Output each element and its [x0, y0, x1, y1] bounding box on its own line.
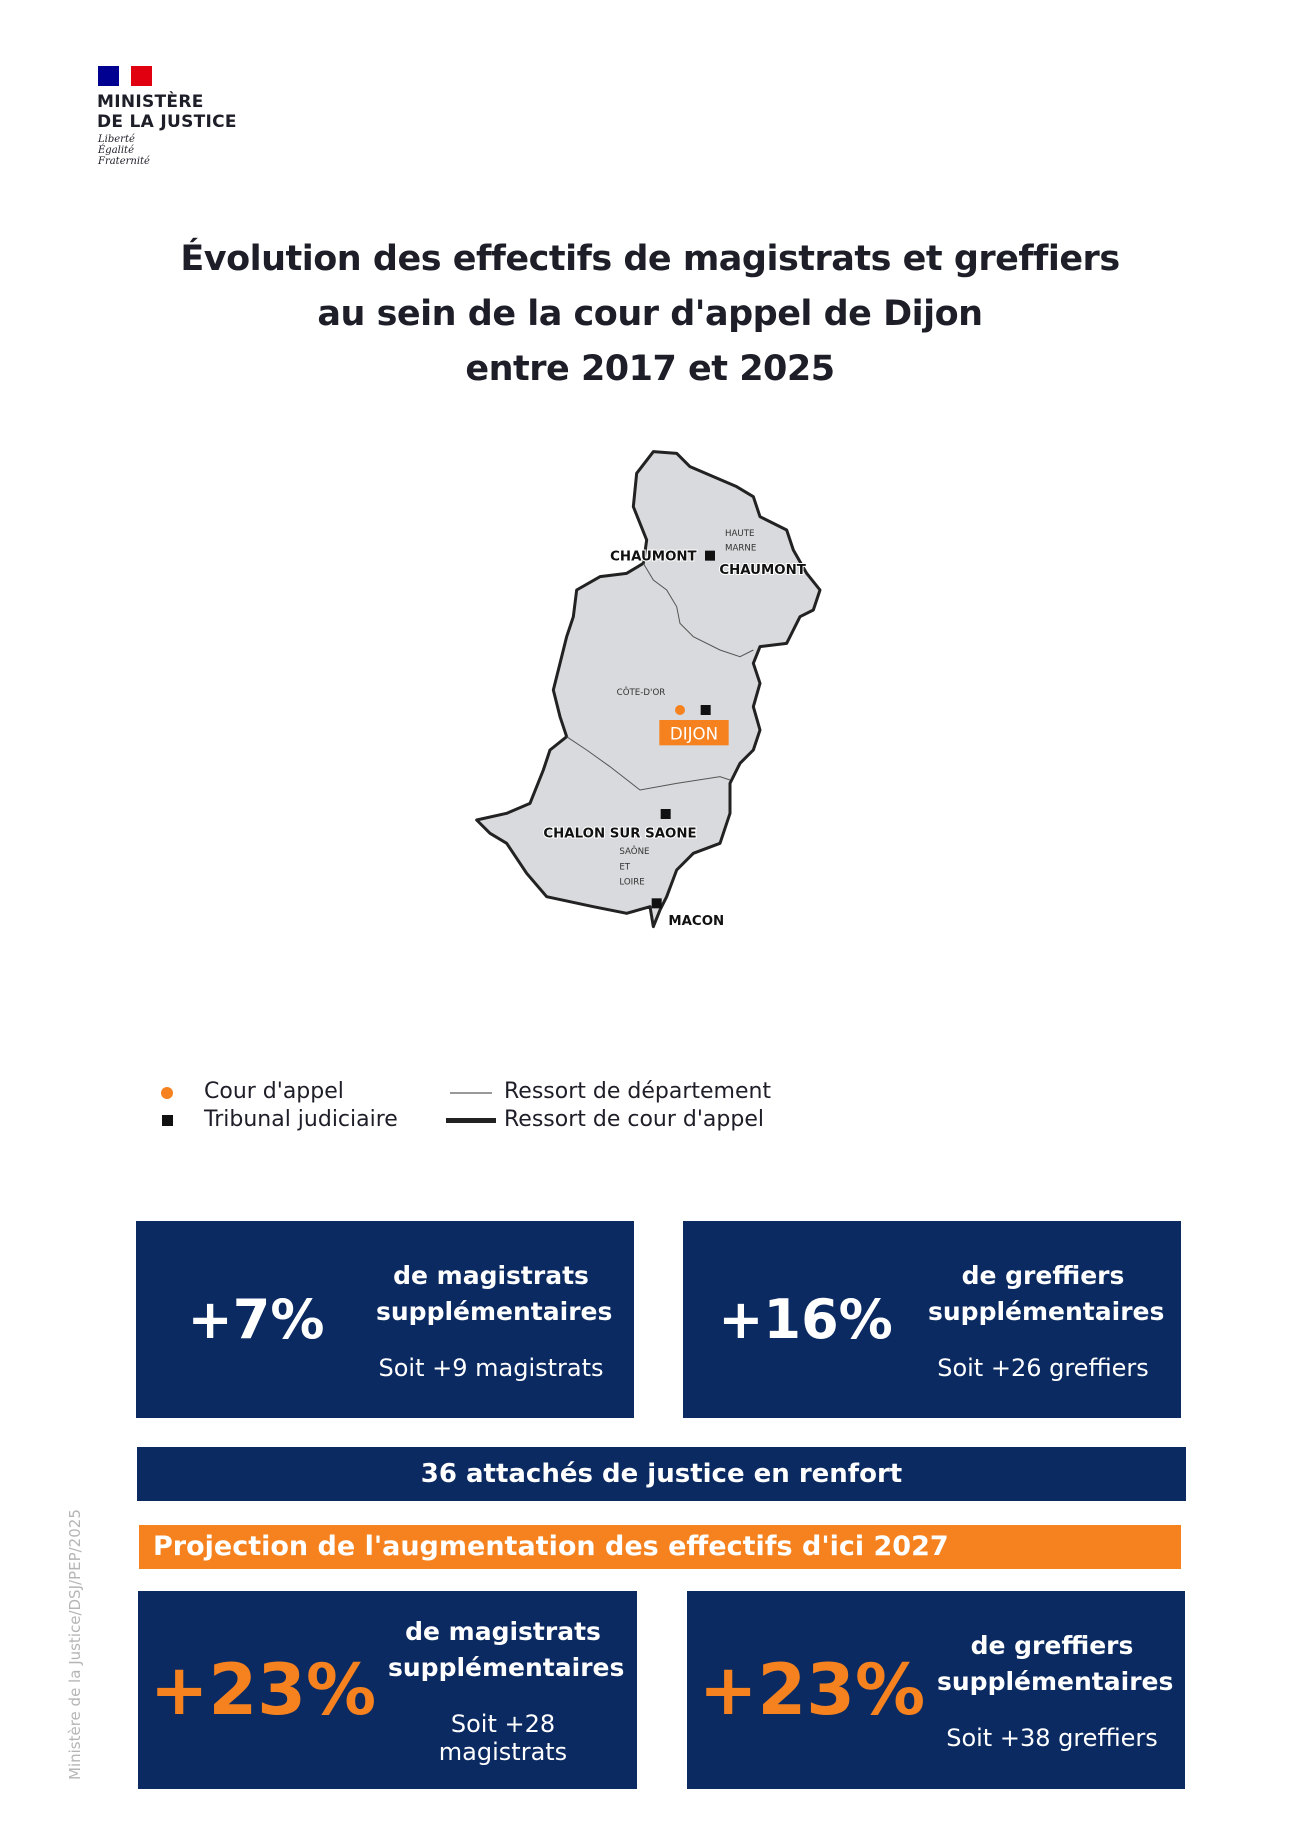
legend-tribunal: Tribunal judiciaire [204, 1107, 398, 1132]
stat-card-greffiers: +16% de greffiers supplémentaires Soit +26… [683, 1221, 1181, 1418]
city-label-chalon: CHALON SUR SAONE [543, 826, 696, 841]
motto-liberte: Liberté [98, 134, 135, 145]
ministry-line2: DE LA JUSTICE [97, 112, 237, 132]
projection-title: Projection de l'augmentation des effecti… [139, 1525, 1181, 1569]
page-title: Évolution des effectifs de magistrats et… [0, 232, 1300, 397]
stat-value: +16% [718, 1288, 893, 1351]
legend-ressort: Ressort de cour d'appel [504, 1107, 764, 1132]
city-label-macon: MACON [668, 914, 724, 929]
stat-label: de greffiers [961, 1260, 1125, 1290]
prefecture-label-chaumont: CHAUMONT [719, 563, 806, 578]
dijon-label-bg [659, 720, 729, 746]
tribunal-marker-chalon [660, 809, 671, 819]
department-border-south [566, 736, 731, 791]
legend-departement: Ressort de département [504, 1079, 772, 1104]
tribunal-square-icon [162, 1115, 173, 1126]
dept-label-haute-marne: HAUTE [725, 529, 755, 539]
projection-label: de magistrats [405, 1617, 601, 1646]
motto-egalite: Égalité [98, 145, 134, 156]
legend-cour-appel: Cour d'appel [204, 1079, 344, 1104]
projection-label-2: supplémentaires [937, 1667, 1174, 1696]
projection-label-2: supplémentaires [388, 1653, 625, 1682]
stat-label: de magistrats [393, 1260, 589, 1290]
ministry-name: MINISTÈRE DE LA JUSTICE [97, 92, 237, 132]
stat-value: +7% [187, 1288, 325, 1351]
tribunal-marker-macon [651, 898, 662, 909]
title-line-3: entre 2017 et 2025 [465, 349, 835, 389]
attaches-banner: 36 attachés de justice en renfort [137, 1447, 1186, 1501]
court-of-appeal-marker-dijon [675, 705, 685, 715]
dept-label-cote-dor: CÔTE-D'OR [617, 686, 666, 698]
projection-card-magistrats: +23% de magistrats supplémentaires Soit +2… [138, 1591, 637, 1789]
city-label-chaumont: CHAUMONT [610, 550, 697, 565]
court-district-outline [475, 450, 822, 929]
republic-motto: Liberté Égalité Fraternité [98, 134, 150, 167]
department-border-north [642, 563, 754, 658]
tribunal-marker-chaumont [705, 550, 715, 561]
motto-fraternite: Fraternité [98, 156, 150, 167]
projection-label: de greffiers [970, 1631, 1134, 1660]
stat-card-magistrats: +7% de magistrats supplémentaires Soit +9 … [136, 1221, 634, 1418]
side-credit: Ministère de la Justice/DSJ/PEP/2025 [66, 1509, 84, 1780]
stat-sub: Soit +26 greffiers [937, 1353, 1149, 1382]
court-district-map: HAUTE MARNE CÔTE-D'OR SAÔNE ET LOIRE CHA… [475, 450, 822, 930]
court-line-icon [446, 1118, 496, 1123]
city-label-dijon: DIJON [670, 724, 718, 743]
department-line-icon [450, 1092, 492, 1094]
projection-value: +23% [149, 1649, 377, 1731]
projection-sub: Soit +38 greffiers [946, 1724, 1158, 1752]
projection-value: +23% [698, 1649, 926, 1731]
dept-label-saone-loire-3: LOIRE [619, 878, 644, 888]
projection-sub: Soit +28 magistrats [438, 1710, 568, 1766]
court-dot-icon [161, 1087, 173, 1099]
stat-label-2: supplémentaires [376, 1296, 613, 1326]
title-line-1: Évolution des effectifs de magistrats et… [180, 239, 1120, 279]
french-flag-logo [98, 66, 152, 86]
title-line-2: au sein de la cour d'appel de Dijon [317, 294, 983, 334]
projection-card-greffiers: +23% de greffiers supplémentaires Soit +38… [687, 1591, 1185, 1789]
dept-label-saone-loire: SAÔNE [619, 845, 649, 857]
dept-label-saone-loire-2: ET [619, 862, 630, 872]
stat-sub: Soit +9 magistrats [378, 1353, 604, 1382]
tribunal-marker-dijon [700, 705, 711, 715]
dept-label-haute-marne-2: MARNE [725, 544, 756, 554]
stat-label-2: supplémentaires [928, 1296, 1165, 1326]
ministry-line1: MINISTÈRE [97, 92, 204, 112]
